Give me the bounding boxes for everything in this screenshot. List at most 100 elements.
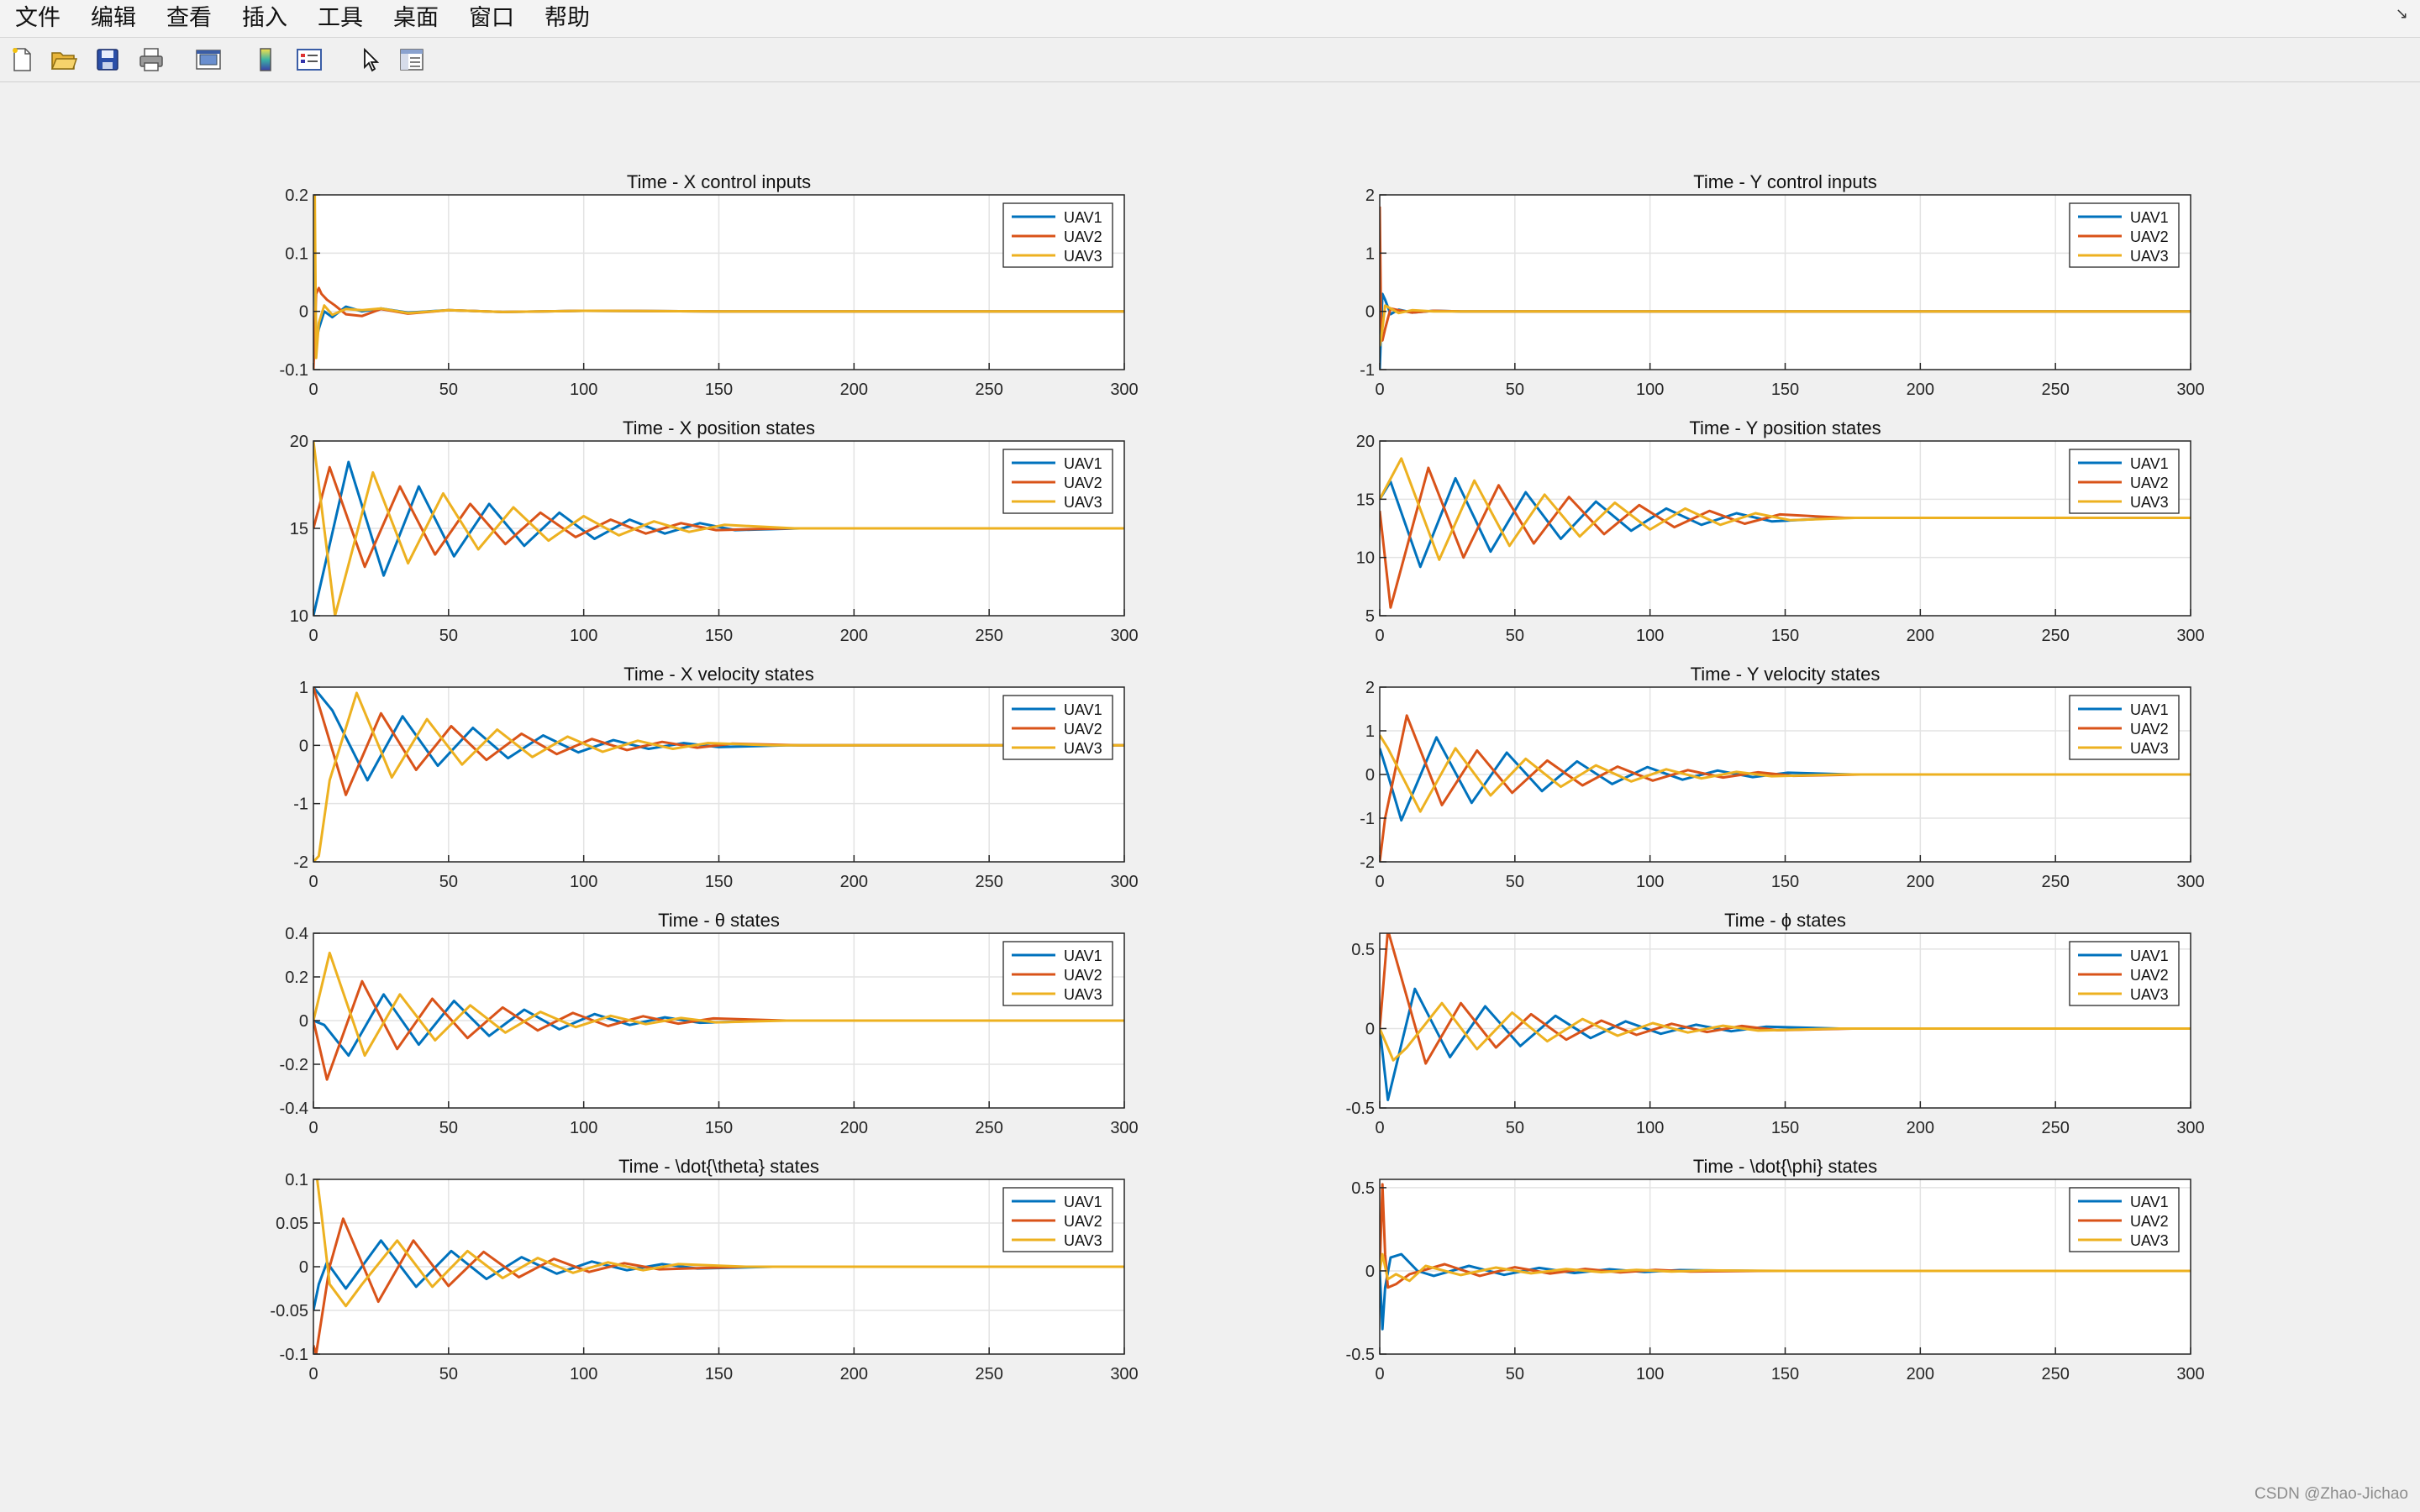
legend: UAV1 UAV2 UAV3 bbox=[2069, 695, 2180, 760]
legend-label-UAV3: UAV3 bbox=[2130, 986, 2169, 1003]
legend: UAV1 UAV2 UAV3 bbox=[2069, 449, 2180, 514]
x-tick-label: 300 bbox=[2176, 873, 2204, 891]
x-tick-label: 300 bbox=[2176, 627, 2204, 645]
legend-label-UAV3: UAV3 bbox=[2130, 740, 2169, 757]
legend: UAV1 UAV2 UAV3 bbox=[1002, 449, 1113, 514]
x-tick-label: 200 bbox=[1907, 873, 1934, 891]
pointer-icon[interactable] bbox=[355, 45, 385, 75]
y-tick-label: 0.5 bbox=[1351, 1179, 1375, 1198]
menu-item-3[interactable]: 插入 bbox=[242, 5, 287, 31]
new-figure-icon[interactable] bbox=[7, 45, 37, 75]
x-tick-label: 200 bbox=[840, 1365, 868, 1383]
series-UAV3 bbox=[1380, 304, 2191, 347]
property-inspector-icon[interactable] bbox=[397, 45, 427, 75]
menu-item-1[interactable]: 编辑 bbox=[91, 5, 136, 31]
legend-label-UAV1: UAV1 bbox=[1064, 701, 1102, 718]
y-tick-label: 0 bbox=[1365, 1020, 1375, 1038]
x-tick-label: 200 bbox=[840, 627, 868, 645]
legend-label-UAV3: UAV3 bbox=[1064, 248, 1102, 265]
x-tick-label: 300 bbox=[2176, 1119, 2204, 1137]
y-tick-label: -0.05 bbox=[270, 1302, 308, 1320]
legend-label-UAV1: UAV1 bbox=[2130, 1194, 2169, 1210]
x-tick-label: 50 bbox=[439, 873, 458, 891]
x-tick-label: 50 bbox=[439, 627, 458, 645]
menu-item-5[interactable]: 桌面 bbox=[393, 5, 439, 31]
legend-label-UAV1: UAV1 bbox=[1064, 948, 1102, 964]
menu-item-7[interactable]: 帮助 bbox=[544, 5, 590, 31]
y-tick-label: 20 bbox=[1356, 433, 1375, 451]
y-tick-label: -0.4 bbox=[280, 1100, 308, 1118]
x-tick-label: 300 bbox=[2176, 381, 2204, 399]
x-tick-label: 200 bbox=[840, 381, 868, 399]
series-UAV3 bbox=[313, 691, 1124, 862]
x-tick-label: 150 bbox=[705, 873, 733, 891]
menu-item-0[interactable]: 文件 bbox=[15, 5, 60, 31]
window-undock-icon[interactable]: ↘ bbox=[2395, 5, 2408, 22]
x-tick-label: 100 bbox=[570, 627, 597, 645]
x-tick-label: 250 bbox=[975, 1365, 1002, 1383]
x-tick-label: 50 bbox=[439, 381, 458, 399]
x-tick-label: 100 bbox=[570, 873, 597, 891]
x-tick-label: 0 bbox=[308, 1365, 318, 1383]
y-tick-label: -0.5 bbox=[1346, 1100, 1375, 1118]
watermark: CSDN @Zhao-Jichao bbox=[2254, 1485, 2408, 1503]
legend-label-UAV2: UAV2 bbox=[1064, 228, 1102, 245]
x-tick-label: 100 bbox=[1636, 381, 1664, 399]
menu-bar: 文件 编辑 查看 插入 工具 桌面 窗口 帮助 bbox=[0, 0, 2420, 38]
legend-label-UAV2: UAV2 bbox=[1064, 1213, 1102, 1230]
chart-2: 0 50 100 150 200 250 300 10 15 20 Time - X positio… bbox=[290, 417, 1139, 645]
x-tick-label: 150 bbox=[705, 627, 733, 645]
legend-label-UAV2: UAV2 bbox=[2130, 475, 2169, 491]
print-icon[interactable] bbox=[136, 45, 166, 75]
x-tick-label: 100 bbox=[570, 381, 597, 399]
legend-icon[interactable] bbox=[294, 45, 324, 75]
x-tick-label: 0 bbox=[308, 873, 318, 891]
menu-item-4[interactable]: 工具 bbox=[318, 5, 363, 31]
x-tick-label: 0 bbox=[308, 381, 318, 399]
chart-title: Time - \dot{\phi} states bbox=[1693, 1156, 1877, 1177]
series-UAV3 bbox=[313, 441, 1124, 616]
y-tick-label: 1 bbox=[299, 679, 308, 697]
x-tick-label: 250 bbox=[975, 381, 1002, 399]
save-icon[interactable] bbox=[92, 45, 123, 75]
y-tick-label: 0.1 bbox=[285, 1171, 308, 1189]
chart-5: 0 50 100 150 200 250 300 -2 -1 0 1 2 Time - Y veloci… bbox=[1360, 664, 2204, 891]
x-tick-label: 50 bbox=[1506, 1119, 1524, 1137]
legend-label-UAV3: UAV3 bbox=[1064, 740, 1102, 757]
x-tick-label: 0 bbox=[1375, 381, 1384, 399]
x-tick-label: 150 bbox=[1771, 627, 1799, 645]
y-tick-label: -0.1 bbox=[280, 1346, 308, 1364]
series-UAV3 bbox=[1380, 1001, 2191, 1062]
legend-label-UAV2: UAV2 bbox=[2130, 721, 2169, 738]
series-UAV2 bbox=[313, 1217, 1124, 1354]
x-tick-label: 300 bbox=[1110, 1365, 1138, 1383]
series-UAV3 bbox=[1380, 1252, 2191, 1283]
print-preview-icon[interactable] bbox=[193, 45, 224, 75]
y-tick-label: 0 bbox=[299, 1012, 308, 1031]
y-tick-label: 15 bbox=[290, 520, 308, 538]
series-UAV3 bbox=[1380, 734, 2191, 813]
series-UAV3 bbox=[313, 951, 1124, 1058]
colorbar-icon[interactable] bbox=[250, 45, 281, 75]
chart-4: 0 50 100 150 200 250 300 -2 -1 0 1 Time - X velocit… bbox=[293, 664, 1138, 891]
chart-8: 0 50 100 150 200 250 300 -0.1 -0.05 0 0.05 0.1 Time … bbox=[270, 1156, 1138, 1383]
menu-item-2[interactable]: 查看 bbox=[166, 5, 212, 31]
open-file-icon[interactable] bbox=[49, 45, 79, 75]
x-tick-label: 200 bbox=[840, 1119, 868, 1137]
y-tick-label: 0.5 bbox=[1351, 941, 1375, 959]
chart-title: Time - Y position states bbox=[1689, 417, 1881, 438]
menu-item-6[interactable]: 窗口 bbox=[469, 5, 514, 31]
x-tick-label: 50 bbox=[1506, 627, 1524, 645]
legend: UAV1 UAV2 UAV3 bbox=[2069, 202, 2180, 268]
y-tick-label: 2 bbox=[1365, 186, 1375, 205]
legend-label-UAV1: UAV1 bbox=[2130, 455, 2169, 472]
chart-title: Time - ϕ states bbox=[1724, 910, 1846, 931]
y-tick-label: -1 bbox=[1360, 810, 1375, 828]
figure-canvas: 0 50 100 150 200 250 300 -0.1 0 0.1 0.2 Time - X co… bbox=[0, 82, 2420, 1512]
y-tick-label: 15 bbox=[1356, 491, 1375, 509]
chart-title: Time - X position states bbox=[623, 417, 815, 438]
legend-label-UAV3: UAV3 bbox=[2130, 248, 2169, 265]
